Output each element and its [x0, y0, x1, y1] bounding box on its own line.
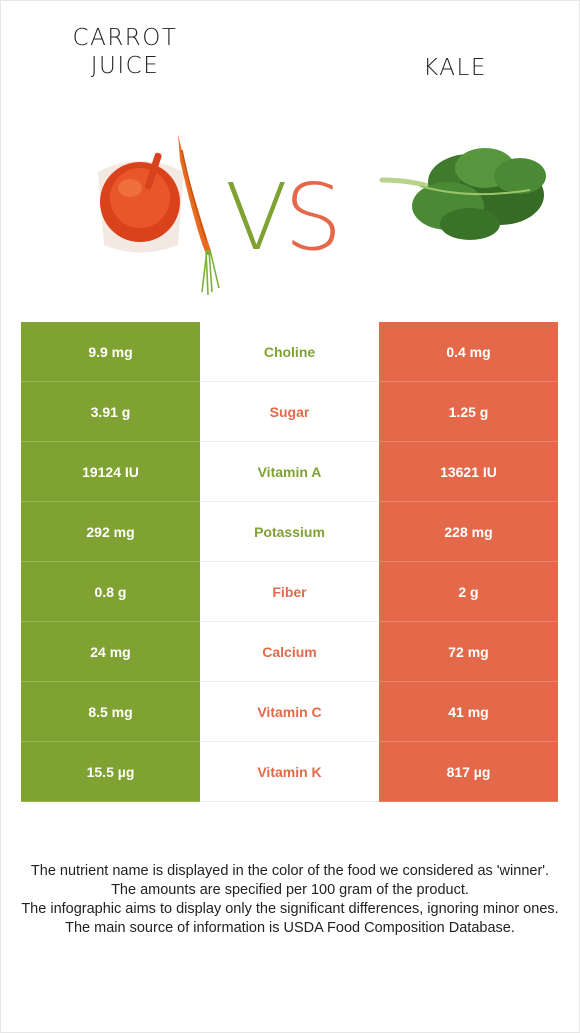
left-value: 24 mg: [21, 622, 200, 682]
kale-icon: [379, 148, 546, 240]
table-row: 19124 IU Vitamin A 13621 IU: [21, 442, 558, 502]
right-value: 41 mg: [379, 682, 558, 742]
left-food-title: CARROT JUICE: [40, 24, 210, 80]
right-value: 228 mg: [379, 502, 558, 562]
vs-letter-s: S: [283, 164, 342, 271]
vs-letter-v: V: [225, 164, 288, 271]
footer-line: The infographic aims to display only the…: [21, 901, 559, 917]
right-value: 72 mg: [379, 622, 558, 682]
right-value: 2 g: [379, 562, 558, 622]
table-row: 15.5 µg Vitamin K 817 µg: [21, 742, 558, 802]
left-value: 3.91 g: [21, 382, 200, 442]
right-food-title: KALE: [423, 55, 487, 81]
left-value: 15.5 µg: [21, 742, 200, 802]
table-row: 9.9 mg Choline 0.4 mg: [21, 322, 558, 382]
nutrient-name: Choline: [200, 322, 379, 382]
footer-line: The main source of information is USDA F…: [65, 920, 515, 936]
comparison-table: 9.9 mg Choline 0.4 mg 3.91 g Sugar 1.25 …: [21, 322, 558, 802]
vs-label: VS: [225, 168, 342, 268]
table-row: 24 mg Calcium 72 mg: [21, 622, 558, 682]
right-value: 13621 IU: [379, 442, 558, 502]
left-value: 8.5 mg: [21, 682, 200, 742]
table-row: 8.5 mg Vitamin C 41 mg: [21, 682, 558, 742]
right-value: 1.25 g: [379, 382, 558, 442]
carrot-juice-icon: [98, 134, 220, 296]
footer-line: The nutrient name is displayed in the co…: [30, 863, 550, 879]
nutrient-name: Fiber: [200, 562, 379, 622]
nutrient-name: Calcium: [200, 622, 379, 682]
table-row: 292 mg Potassium 228 mg: [21, 502, 558, 562]
left-value: 292 mg: [21, 502, 200, 562]
right-value: 0.4 mg: [379, 322, 558, 382]
nutrient-name: Vitamin K: [200, 742, 379, 802]
left-value: 9.9 mg: [21, 322, 200, 382]
hero-illustration: [98, 134, 546, 296]
nutrient-name: Potassium: [200, 502, 379, 562]
right-value: 817 µg: [379, 742, 558, 802]
nutrient-name: Vitamin C: [200, 682, 379, 742]
footer-line: The amounts are specified per 100 gram o…: [111, 882, 469, 898]
footer-notes: The nutrient name is displayed in the co…: [20, 862, 560, 938]
nutrient-name: Vitamin A: [200, 442, 379, 502]
left-value: 0.8 g: [21, 562, 200, 622]
left-value: 19124 IU: [21, 442, 200, 502]
left-food-title-line2: JUICE: [90, 53, 160, 79]
nutrient-name: Sugar: [200, 382, 379, 442]
table-row: 3.91 g Sugar 1.25 g: [21, 382, 558, 442]
left-food-title-line1: CARROT: [72, 25, 178, 51]
table-row: 0.8 g Fiber 2 g: [21, 562, 558, 622]
